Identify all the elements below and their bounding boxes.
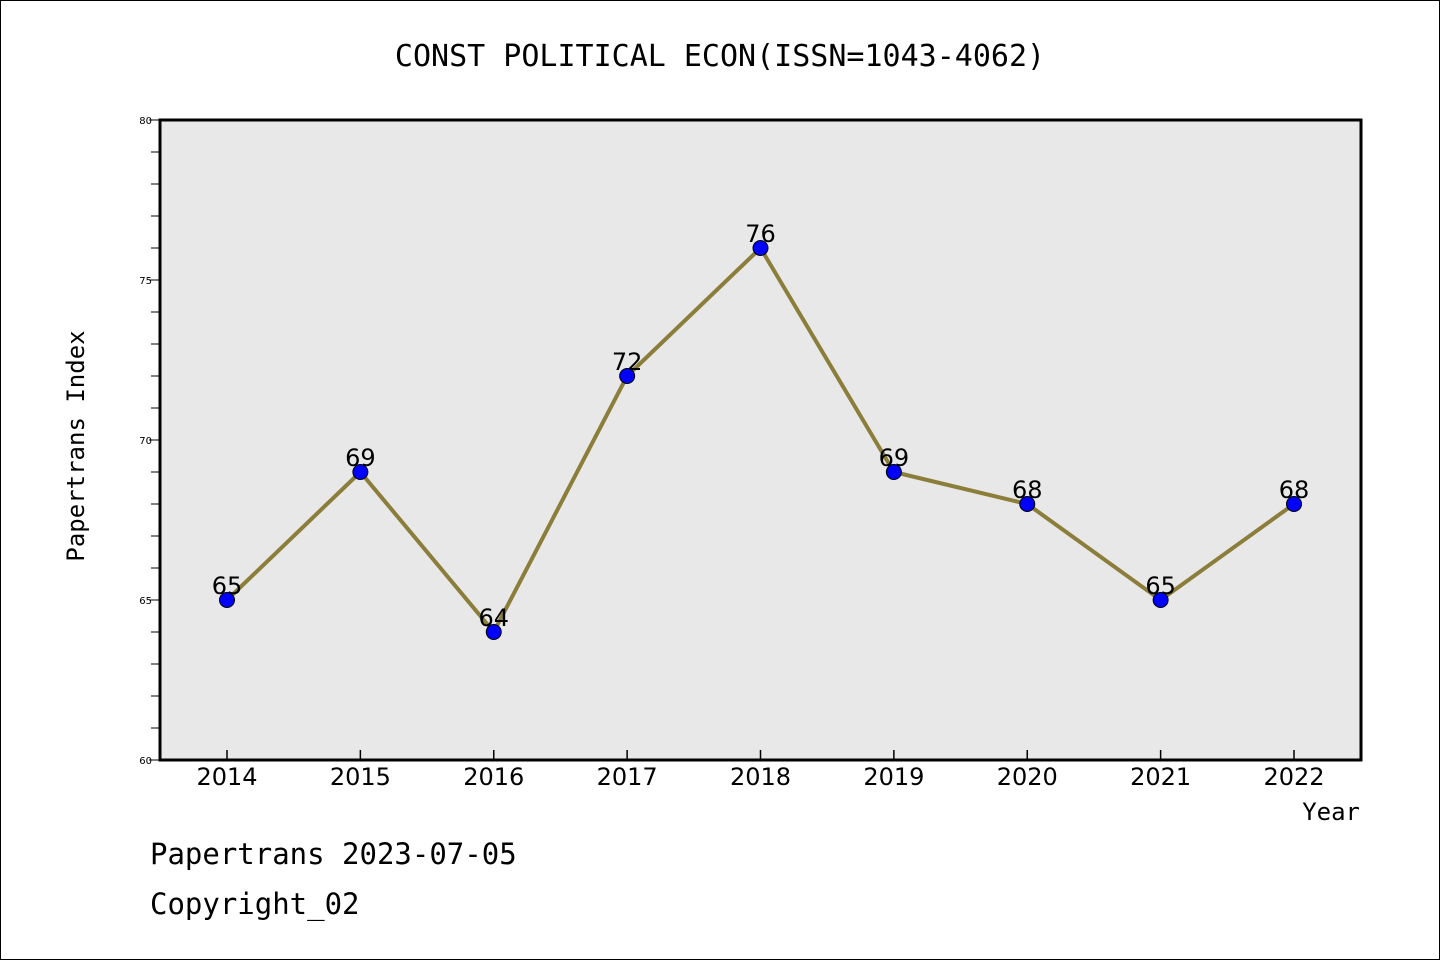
data-point (619, 368, 636, 384)
data-label: 65 (212, 572, 243, 600)
footer-date: Papertrans 2023-07-05 (150, 837, 517, 871)
y-tick-label: 70 (139, 436, 152, 447)
data-point (219, 592, 235, 608)
data-point (1152, 592, 1169, 608)
x-tick-label: 2015 (330, 763, 391, 791)
data-point (752, 240, 769, 256)
data-point (1286, 496, 1302, 512)
series-points-group (219, 240, 1302, 640)
y-tick-label: 80 (139, 116, 152, 127)
y-tick-label: 75 (139, 276, 152, 287)
x-tick-label: 2014 (196, 763, 257, 791)
x-tick-label: 2022 (1263, 763, 1324, 791)
y-axis: 60 65 70 75 80 (139, 116, 160, 767)
x-tick-label: 2019 (863, 763, 924, 791)
plot-area (158, 118, 1363, 762)
x-tick-label: 2020 (997, 763, 1058, 791)
footer-copyright: Copyright_02 (150, 887, 360, 922)
x-tick-label: 2016 (463, 763, 524, 791)
data-label: 64 (478, 604, 509, 632)
x-tick-label: 2018 (730, 763, 791, 791)
y-tick-label: 65 (139, 596, 152, 607)
chart-title: CONST POLITICAL ECON(ISSN=1043-4062) (395, 39, 1045, 74)
data-point (485, 624, 502, 640)
y-tick-label: 60 (139, 756, 152, 767)
data-label: 69 (879, 444, 910, 472)
data-point (352, 464, 369, 480)
data-labels-group: 65 69 64 72 76 69 68 65 68 (212, 220, 1310, 632)
x-axis-title: Year (1302, 798, 1360, 826)
data-label: 68 (1012, 476, 1043, 504)
data-label: 65 (1145, 572, 1176, 600)
x-tick-label: 2021 (1130, 763, 1191, 791)
x-tick-label: 2017 (597, 763, 658, 791)
x-axis: 2014 2015 2016 2017 2018 2019 2020 2021 2022 (196, 750, 1325, 791)
data-point (885, 464, 902, 480)
data-point (1019, 496, 1036, 512)
y-axis-title: Papertrans Index (62, 330, 90, 561)
data-label: 76 (745, 220, 776, 248)
data-label: 69 (345, 444, 376, 472)
data-label: 68 (1279, 476, 1310, 504)
data-label: 72 (612, 348, 643, 376)
